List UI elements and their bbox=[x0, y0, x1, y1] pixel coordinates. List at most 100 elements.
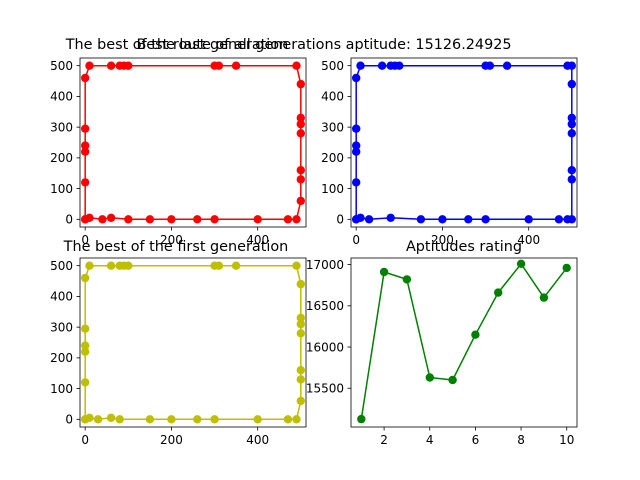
axes-frame bbox=[79, 57, 307, 228]
x-tick-label: 0 bbox=[81, 233, 89, 247]
data-point bbox=[539, 293, 549, 302]
data-point bbox=[296, 113, 305, 123]
data-point bbox=[106, 61, 116, 70]
data-point bbox=[471, 330, 480, 339]
chart-panel-2: 0 200 400 0 100 200 300 400 500 Best route of all… bbox=[136, 37, 578, 247]
data-point bbox=[292, 415, 301, 424]
data-point bbox=[296, 313, 305, 323]
y-tick-label: 500 bbox=[321, 59, 344, 73]
y-tick-label: 17000 bbox=[306, 258, 344, 272]
data-point bbox=[93, 415, 103, 424]
data-point bbox=[296, 166, 305, 175]
data-point bbox=[292, 61, 301, 70]
data-point bbox=[210, 415, 219, 424]
y-tick-label: 16500 bbox=[306, 299, 344, 313]
series-line bbox=[355, 64, 573, 221]
y-tick-label: 400 bbox=[321, 90, 344, 104]
data-point bbox=[283, 415, 293, 424]
data-point bbox=[563, 61, 572, 70]
data-point bbox=[231, 61, 241, 70]
data-point bbox=[296, 79, 305, 89]
data-point bbox=[356, 61, 365, 70]
chart-panel-1: 0 200 400 0 100 200 300 400 500 The best of the l… bbox=[50, 37, 307, 247]
data-point bbox=[296, 366, 305, 375]
data-point bbox=[81, 273, 90, 283]
data-point bbox=[81, 147, 90, 156]
y-tick-label: 100 bbox=[50, 182, 73, 196]
x-tick-label: 10 bbox=[559, 433, 574, 447]
x-tick-label: 200 bbox=[431, 233, 454, 247]
data-point bbox=[81, 341, 90, 350]
data-point bbox=[357, 414, 366, 424]
y-tick-label: 300 bbox=[50, 320, 73, 334]
data-point bbox=[567, 129, 576, 138]
y-tick-label: 0 bbox=[65, 413, 73, 427]
data-point bbox=[81, 124, 90, 133]
data-point bbox=[352, 178, 361, 187]
axes-frame bbox=[350, 257, 578, 428]
data-point bbox=[145, 415, 155, 424]
data-point bbox=[81, 178, 90, 187]
x-tick-label: 400 bbox=[246, 433, 269, 447]
data-point bbox=[231, 261, 241, 270]
data-point bbox=[85, 261, 94, 270]
data-point bbox=[296, 319, 305, 329]
x-tick-label: 6 bbox=[472, 433, 480, 447]
chart-panel-4: 2 4 6 8 10 15500 16000 16500 17000 Aptitudes rati… bbox=[306, 239, 578, 447]
y-tick-label: 100 bbox=[321, 182, 344, 196]
y-tick-label: 300 bbox=[50, 120, 73, 134]
y-tick-label: 300 bbox=[321, 120, 344, 134]
data-point bbox=[193, 215, 202, 224]
data-point bbox=[386, 213, 395, 222]
x-tick-label: 0 bbox=[352, 233, 360, 247]
data-point bbox=[81, 347, 90, 356]
data-point bbox=[567, 215, 576, 224]
data-point bbox=[283, 215, 293, 224]
data-point bbox=[448, 375, 457, 385]
y-tick-label: 500 bbox=[50, 59, 73, 73]
data-point bbox=[502, 61, 512, 70]
data-point bbox=[352, 147, 361, 156]
data-point bbox=[81, 324, 90, 333]
data-point bbox=[115, 261, 124, 270]
data-point bbox=[386, 61, 395, 70]
data-point bbox=[167, 415, 176, 424]
data-point bbox=[115, 61, 124, 70]
y-tick-label: 400 bbox=[50, 90, 73, 104]
data-point bbox=[81, 378, 90, 387]
data-point bbox=[352, 73, 361, 83]
data-point bbox=[464, 215, 473, 224]
data-point bbox=[296, 119, 305, 129]
x-tick-label: 200 bbox=[160, 433, 183, 447]
series-line bbox=[360, 263, 568, 420]
x-tick-label: 4 bbox=[426, 433, 434, 447]
data-point bbox=[377, 61, 387, 70]
x-tick-label: 8 bbox=[517, 433, 525, 447]
data-point bbox=[524, 215, 533, 224]
data-point bbox=[554, 215, 564, 224]
data-point bbox=[485, 61, 495, 70]
data-point bbox=[438, 215, 447, 224]
x-tick-label: 200 bbox=[160, 233, 183, 247]
axes-frame bbox=[350, 57, 578, 228]
data-point bbox=[567, 175, 576, 184]
y-tick-label: 200 bbox=[321, 151, 344, 165]
data-point bbox=[416, 215, 426, 224]
data-point bbox=[81, 73, 90, 83]
data-point bbox=[210, 215, 219, 224]
data-point bbox=[106, 261, 116, 270]
data-point bbox=[106, 213, 116, 222]
data-point bbox=[352, 215, 361, 224]
data-point bbox=[296, 196, 305, 206]
data-point bbox=[214, 261, 224, 270]
data-point bbox=[145, 215, 155, 224]
data-point bbox=[364, 215, 374, 224]
data-point bbox=[81, 415, 90, 424]
chart-title: Best route of all generations aptitude: … bbox=[136, 37, 511, 53]
data-point bbox=[81, 141, 90, 150]
y-tick-label: 15500 bbox=[306, 382, 344, 396]
data-point bbox=[562, 263, 571, 273]
y-tick-label: 400 bbox=[50, 290, 73, 304]
data-point bbox=[567, 113, 576, 123]
